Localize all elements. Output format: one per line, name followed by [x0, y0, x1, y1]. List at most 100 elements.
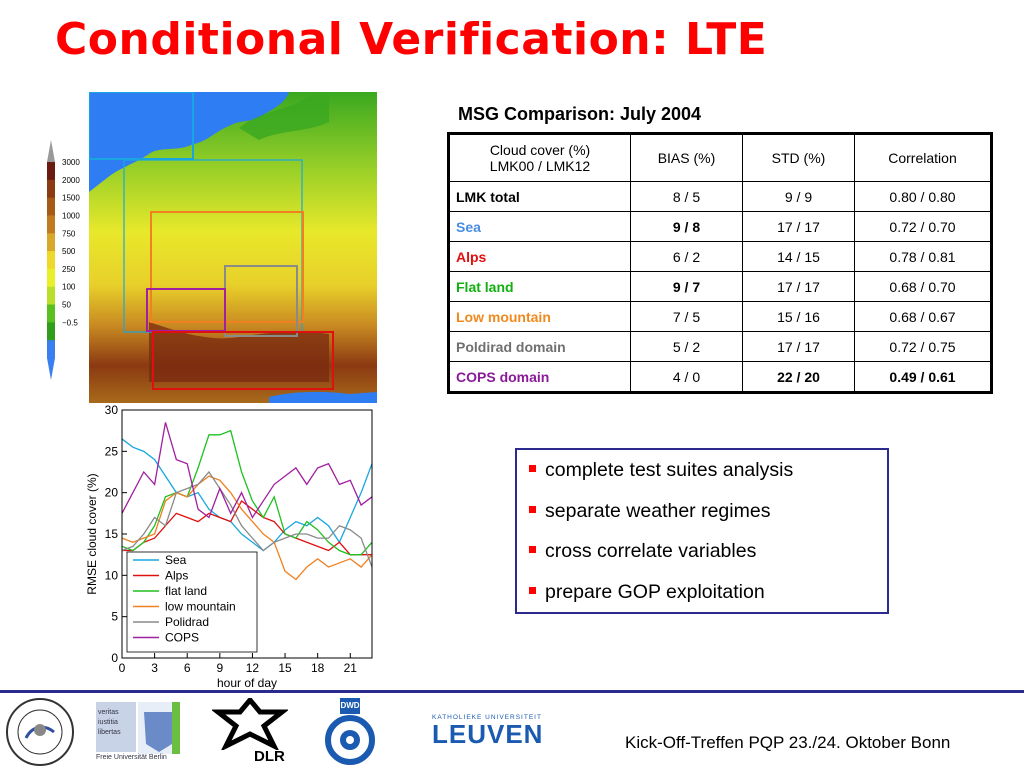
header-cloud-cover-line1: Cloud cover (%)	[489, 142, 591, 158]
row-std: 14 / 15	[742, 241, 855, 272]
fu-berlin-logo: veritas iustitia libertas Freie Universi…	[96, 700, 186, 766]
row-bias: 4 / 0	[630, 361, 743, 393]
leuven-logo: KATHOLIEKE UNIVERSITEIT LEUVEN	[432, 714, 552, 754]
dwd-logo: DWD	[322, 698, 378, 766]
colorbar-label: 1000	[62, 211, 80, 220]
colorbar-swatch	[47, 286, 55, 306]
row-domain-name: COPS domain	[448, 361, 631, 393]
bullet-list: complete test suites analysis separate we…	[517, 450, 887, 620]
colorbar-label: 250	[62, 265, 76, 274]
row-domain-name: Poldirad domain	[448, 331, 631, 362]
dwd-swirl-icon	[325, 715, 375, 765]
x-tick-label: 0	[119, 661, 126, 675]
colorbar-label: 50	[62, 301, 71, 310]
x-tick-label: 18	[311, 661, 325, 675]
header-bias: BIAS (%)	[630, 133, 743, 182]
dlr-wordmark: DLR	[254, 748, 285, 765]
y-axis-label: RMSE cloud cover (%)	[85, 473, 99, 594]
domain-low-mountain-box	[150, 211, 304, 323]
x-tick-label: 21	[344, 661, 358, 675]
leuven-subtitle: KATHOLIEKE UNIVERSITEIT	[432, 714, 542, 721]
row-bias: 8 / 5	[630, 181, 743, 212]
row-corr: 0.68 / 0.70	[854, 271, 992, 302]
row-corr: 0.68 / 0.67	[854, 301, 992, 332]
row-bias: 9 / 8	[630, 211, 743, 242]
table-row: Low mountain 7 / 5 15 / 16 0.68 / 0.67	[448, 301, 992, 332]
colorbar-bottom-arrow	[47, 358, 55, 380]
header-std: STD (%)	[742, 133, 855, 182]
fu-motto-3: libertas	[98, 729, 121, 736]
series-line-polidrad	[121, 470, 373, 568]
colorbar-swatch	[47, 233, 55, 252]
bullet-item: separate weather regimes	[529, 499, 887, 540]
bullet-item: prepare GOP exploitation	[529, 580, 887, 621]
colorbar-swatch	[47, 162, 55, 181]
baltic-sea	[193, 92, 289, 144]
footer-event-text: Kick-Off-Treffen PQP 23./24. Oktober Bon…	[625, 733, 951, 752]
table-row: Sea 9 / 8 17 / 17 0.72 / 0.70	[448, 211, 992, 242]
north-sea	[89, 92, 193, 192]
colorbar-label: 750	[62, 229, 76, 238]
colorbar-swatch	[47, 340, 55, 359]
leuven-wordmark: LEUVEN	[432, 719, 544, 749]
table-row: COPS domain 4 / 0 22 / 20 0.49 / 0.61	[448, 361, 992, 393]
bullet-item: complete test suites analysis	[529, 458, 887, 499]
table-row: Alps 6 / 2 14 / 15 0.78 / 0.81	[448, 241, 992, 272]
institute-seal-logo	[6, 698, 74, 766]
series-line-sea	[121, 438, 373, 552]
colorbar-swatch	[47, 268, 55, 288]
row-std: 17 / 17	[742, 211, 855, 242]
domain-sea-box	[89, 92, 194, 160]
northern-coast-land	[239, 92, 329, 140]
colorbar-swatch	[47, 322, 55, 341]
footer-divider	[0, 690, 1024, 693]
fu-caption: Freie Universität Berlin	[96, 754, 167, 761]
legend-label: Polidrad	[165, 615, 209, 629]
y-tick-label: 5	[111, 610, 118, 624]
table-title: MSG Comparison: July 2004	[458, 104, 702, 124]
plot-frame	[121, 409, 373, 659]
series-line-flat-land	[121, 429, 373, 556]
legend-label: COPS	[165, 631, 199, 645]
row-std: 17 / 17	[742, 271, 855, 302]
dwd-wordmark: DWD	[340, 698, 360, 714]
row-domain-name: Alps	[448, 241, 631, 272]
colorbar-label: 2000	[62, 176, 80, 185]
colorbar-label: 1500	[62, 194, 80, 203]
terrain-colorbar: 3000 2000 1500 1000 750 500 250 100 50 −0.5	[47, 140, 80, 380]
colorbar-label: 3000	[62, 158, 80, 167]
header-cloud-cover-line2: LMK00 / LMK12	[489, 158, 591, 174]
colorbar-swatch	[47, 197, 55, 216]
row-std: 9 / 9	[742, 181, 855, 212]
fu-motto-1: veritas	[98, 709, 119, 716]
y-tick-label: 15	[105, 527, 119, 541]
bullet-text: prepare GOP exploitation	[545, 580, 765, 603]
bullet-square-icon	[529, 546, 536, 554]
dlr-emblem-icon	[210, 696, 290, 752]
row-domain-name: Low mountain	[448, 301, 631, 332]
colorbar-swatch	[47, 215, 55, 234]
legend-label: low mountain	[165, 600, 236, 614]
chart-legend	[126, 551, 258, 653]
row-corr: 0.80 / 0.80	[854, 181, 992, 212]
legend-label: flat land	[165, 584, 207, 598]
legend-label: Sea	[165, 553, 187, 567]
row-corr: 0.49 / 0.61	[854, 361, 992, 393]
y-tick-label: 25	[105, 444, 119, 458]
row-std: 22 / 20	[742, 361, 855, 393]
colorbar-label: 100	[62, 283, 76, 292]
row-corr: 0.72 / 0.75	[854, 331, 992, 362]
fu-motto-2: iustitia	[98, 719, 118, 726]
x-tick-label: 12	[246, 661, 260, 675]
terrain-map	[89, 92, 377, 403]
x-tick-label: 15	[278, 661, 292, 675]
colorbar-swatch	[47, 251, 55, 270]
header-cloud-cover: Cloud cover (%) LMK00 / LMK12	[448, 133, 631, 182]
domain-alps-box	[152, 331, 334, 390]
x-tick-label: 3	[151, 661, 158, 675]
fu-crest-icon	[138, 702, 180, 754]
x-tick-label: 9	[216, 661, 223, 675]
row-std: 15 / 16	[742, 301, 855, 332]
table-header-row: Cloud cover (%) LMK00 / LMK12 BIAS (%) S…	[448, 133, 992, 182]
